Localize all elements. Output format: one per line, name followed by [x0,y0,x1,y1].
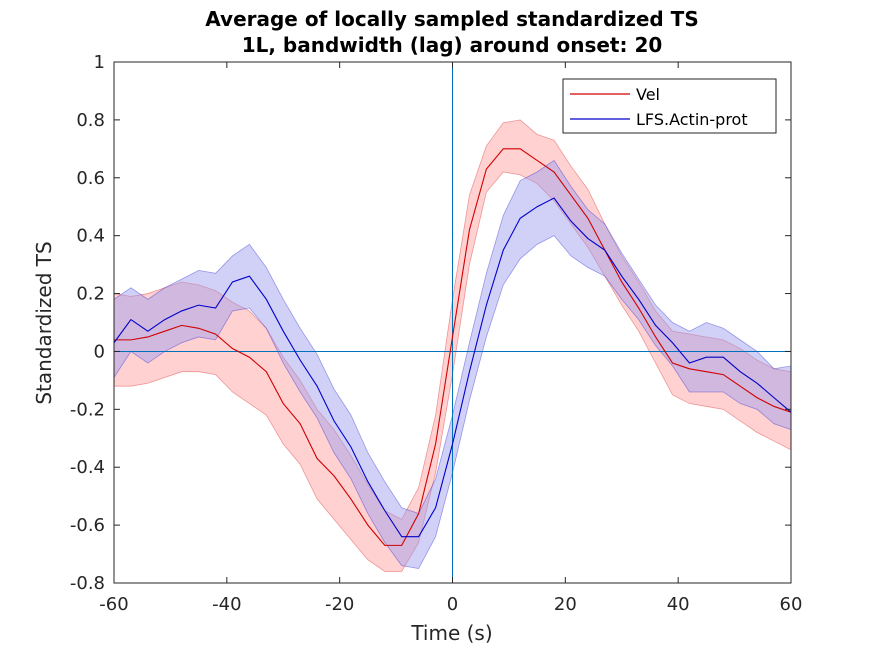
legend-box [562,78,777,134]
x-tick-label: -60 [99,594,128,615]
legend-label-lfs-actin-prot: LFS.Actin-prot [636,110,748,129]
chart-title-line-1: Average of locally sampled standardized … [205,7,698,31]
legend-label-vel: Vel [636,85,660,104]
chart-title-line-2: 1L, bandwidth (lag) around onset: 20 [242,33,663,57]
legend: Vel LFS.Actin-prot [562,78,777,134]
y-axis-label: Standardized TS [32,241,56,404]
axes: -60 -40 -20 0 20 40 60 -0.8 -0.6 -0.4 -0.2 0 0.2 0.4 0… [70,52,803,615]
y-tick-label: 0.6 [76,168,105,189]
y-tick-label: -0.6 [70,515,105,536]
y-tick-label: 0.8 [76,110,105,131]
y-tick-label: 0.2 [76,284,105,305]
y-tick-label: -0.4 [70,457,105,478]
y-tick-label: 0.4 [76,226,105,247]
y-tick-label: 1 [94,52,105,73]
x-tick-label: 0 [447,594,458,615]
series-line-lfs-actin-prot [113,197,792,538]
series-line-vel [114,148,792,546]
y-tick-label: -0.2 [70,399,105,420]
x-tick-label: -20 [325,594,354,615]
x-tick-label: 20 [554,594,577,615]
x-axis-label: Time (s) [410,621,492,645]
y-tick-label: -0.8 [70,573,105,594]
x-tick-label: 40 [667,594,690,615]
x-tick-label: -40 [212,594,241,615]
y-tick-label: 0 [94,341,105,362]
x-tick-label: 60 [780,594,803,615]
